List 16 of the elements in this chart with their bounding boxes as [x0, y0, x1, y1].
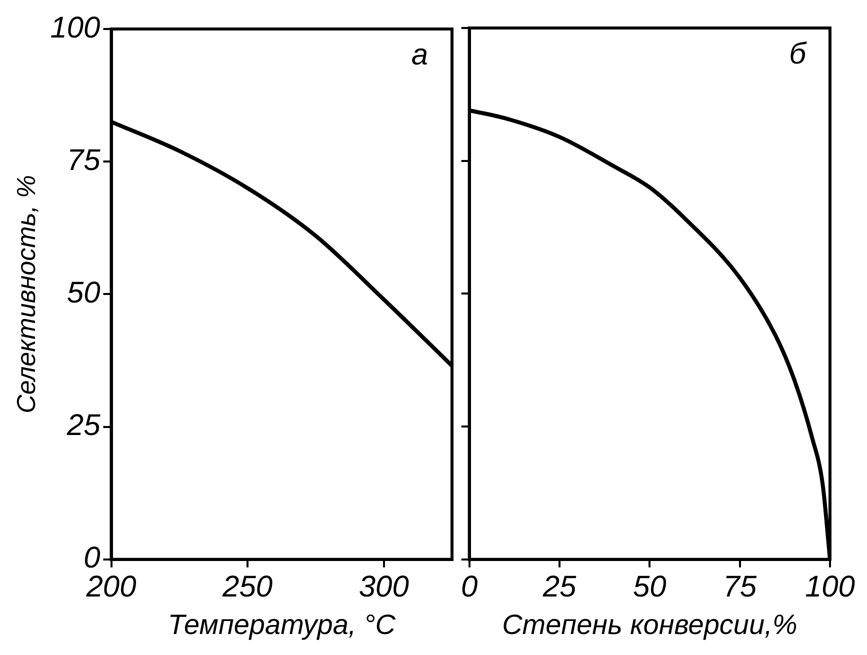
x-tick-label: 0: [461, 570, 478, 604]
x-tick-label: 250: [222, 570, 273, 604]
annotation: б: [789, 37, 808, 70]
y-tick-label: 25: [66, 409, 101, 442]
x-tick-label: 300: [358, 570, 410, 604]
x-axis-title: Температура, °C: [168, 608, 396, 640]
y-tick-label: 50: [66, 276, 101, 310]
x-tick-label: 25: [542, 570, 576, 604]
annotation: а: [411, 38, 428, 72]
x-tick-label: 50: [632, 570, 667, 604]
x-axis-title: Степень конверсии,%: [502, 608, 798, 640]
y-tick-label: 100: [50, 11, 101, 44]
x-tick-label: 75: [723, 570, 757, 604]
y-axis-title: Селективность, %: [10, 174, 41, 414]
x-tick-label: 100: [804, 570, 856, 604]
y-tick-label: 75: [66, 144, 101, 177]
